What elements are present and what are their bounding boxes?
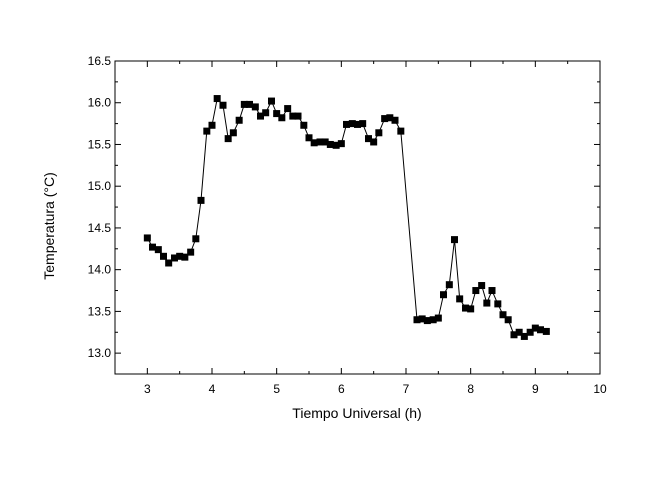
data-point xyxy=(219,101,227,109)
data-point xyxy=(246,100,254,108)
data-point xyxy=(537,326,545,334)
data-point xyxy=(251,103,259,111)
data-point xyxy=(326,140,334,148)
data-point xyxy=(300,121,308,129)
data-point xyxy=(187,248,195,256)
data-point xyxy=(423,317,431,325)
data-point xyxy=(316,138,324,146)
data-point xyxy=(413,316,421,324)
data-point xyxy=(337,140,345,148)
data-point xyxy=(364,135,372,143)
data-point xyxy=(456,295,464,303)
data-point xyxy=(375,129,383,137)
data-point xyxy=(343,120,351,128)
data-point xyxy=(370,138,378,146)
data-point xyxy=(289,112,297,120)
data-point xyxy=(310,139,318,147)
data-markers xyxy=(143,95,550,340)
data-point xyxy=(542,327,550,335)
data-point xyxy=(434,314,442,322)
data-point xyxy=(160,252,167,260)
data-point xyxy=(494,300,502,308)
data-point xyxy=(526,328,534,336)
data-point xyxy=(294,112,302,120)
data-point xyxy=(321,138,329,146)
data-point xyxy=(531,324,539,332)
y-tick-label: 16.0 xyxy=(88,96,112,110)
data-point xyxy=(229,129,237,137)
data-point xyxy=(461,304,469,312)
data-point xyxy=(354,120,361,128)
data-point xyxy=(213,95,221,103)
data-point xyxy=(203,127,211,135)
data-point xyxy=(305,134,313,142)
data-point xyxy=(176,252,184,260)
x-tick-label: 8 xyxy=(467,382,474,396)
data-point xyxy=(192,235,200,243)
x-tick-label: 3 xyxy=(144,382,151,396)
data-point xyxy=(499,311,507,319)
data-point xyxy=(418,315,426,323)
data-point xyxy=(397,127,405,135)
data-point xyxy=(165,259,173,267)
data-point xyxy=(504,316,512,324)
data-point xyxy=(240,100,248,108)
data-point xyxy=(149,243,157,251)
x-axis-title: Tiempo Universal (h) xyxy=(292,405,421,421)
data-point xyxy=(332,141,340,149)
data-point xyxy=(224,135,232,143)
data-point xyxy=(208,121,216,129)
x-tick-label: 7 xyxy=(403,382,410,396)
data-point xyxy=(273,110,281,118)
data-point xyxy=(262,109,270,117)
x-tick-label: 10 xyxy=(593,382,607,396)
data-point xyxy=(440,291,448,299)
data-point xyxy=(515,328,523,336)
data-point xyxy=(267,97,275,105)
data-point xyxy=(483,299,491,307)
y-tick-label: 14.0 xyxy=(88,263,112,277)
x-tick-label: 4 xyxy=(209,382,216,396)
data-point xyxy=(391,116,399,124)
x-tick-label: 5 xyxy=(273,382,280,396)
data-point xyxy=(520,332,528,340)
data-point xyxy=(348,120,356,128)
data-point xyxy=(467,305,475,313)
data-point xyxy=(472,287,480,295)
y-axis-title: Temperatura (°C) xyxy=(41,172,57,280)
data-point xyxy=(386,114,394,122)
plot-frame xyxy=(114,60,601,375)
data-point xyxy=(359,120,367,128)
x-tick-label: 9 xyxy=(532,382,539,396)
data-point xyxy=(143,234,151,242)
data-point xyxy=(429,316,437,324)
y-tick-label: 13.5 xyxy=(88,304,112,318)
y-tick-label: 13.0 xyxy=(88,346,112,360)
data-point xyxy=(445,281,453,289)
axis-ticks xyxy=(115,60,601,374)
data-point xyxy=(510,331,518,339)
data-point xyxy=(197,196,205,204)
data-point xyxy=(488,287,496,295)
data-point xyxy=(381,115,389,123)
data-point xyxy=(181,253,189,261)
data-point xyxy=(284,105,292,113)
data-point xyxy=(235,116,243,124)
data-point xyxy=(451,236,458,244)
data-point xyxy=(170,254,178,262)
tick-labels: 3 4 5 6 7 8 9 10 13.0 13.5 14.0 14.5 15.0 15.5 16.0 16.… xyxy=(88,54,607,396)
data-point xyxy=(154,246,162,254)
data-point xyxy=(278,114,286,122)
y-tick-label: 15.0 xyxy=(88,179,112,193)
y-tick-label: 14.5 xyxy=(88,221,112,235)
y-tick-label: 15.5 xyxy=(88,137,112,151)
x-tick-label: 6 xyxy=(338,382,345,396)
y-tick-label: 16.5 xyxy=(88,54,112,68)
data-point xyxy=(257,112,264,120)
data-point xyxy=(478,282,486,290)
